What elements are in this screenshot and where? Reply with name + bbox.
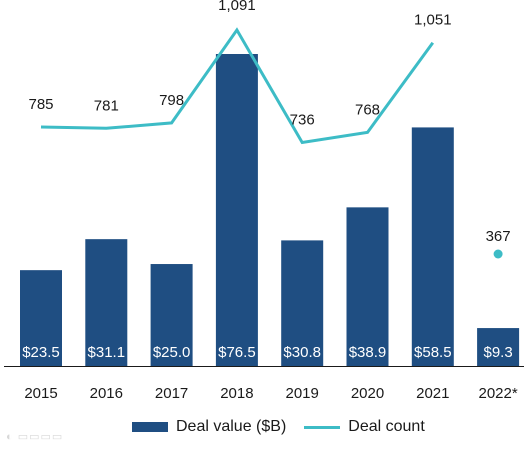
x-tick-label: 2015	[24, 385, 57, 402]
deal-count-label: 798	[159, 92, 184, 109]
legend-bar-swatch	[132, 422, 168, 432]
bar-2015	[20, 270, 62, 366]
bar-2019	[281, 240, 324, 366]
x-tick-label: 2018	[220, 385, 253, 402]
bar-value-label: $76.5	[218, 344, 256, 361]
bar-2022	[477, 328, 520, 366]
bar-value-label: $30.8	[283, 344, 321, 361]
x-tick-label: 2020	[351, 385, 384, 402]
deal-count-point-2022	[493, 249, 503, 259]
bar-2020	[346, 207, 389, 366]
count-labels-layer: 785 781 798 1,091 736 768 1,051 367	[28, 0, 510, 245]
legend-item-deal-count: Deal count	[304, 418, 425, 436]
legend-item-deal-value: Deal value ($B)	[132, 418, 286, 436]
bar-2018	[215, 54, 258, 366]
x-tick-label: 2019	[286, 385, 319, 402]
bar-2016	[85, 239, 128, 366]
deal-count-label: 785	[28, 96, 53, 113]
legend: Deal value ($B) Deal count	[132, 418, 425, 436]
legend-line-swatch	[304, 425, 341, 429]
bar-value-label: $58.5	[414, 344, 452, 361]
bar-labels-layer: $23.5 $31.1 $25.0 $76.5 $30.8 $38.9 $58.5 $9.3	[22, 344, 512, 361]
legend-label-deal-count: Deal count	[348, 418, 425, 435]
x-tick-labels: 2015 2016 2017 2018 2019 2020 2021 2022*	[24, 385, 518, 402]
deal-count-label: 1,091	[218, 0, 256, 14]
legend-label-deal-value: Deal value ($B)	[176, 418, 287, 435]
watermark-logo: ◐ ▭▭▭▭	[6, 431, 64, 443]
x-tick-label: 2022*	[478, 385, 517, 402]
x-tick-label: 2017	[155, 385, 188, 402]
line-layer	[40, 27, 503, 259]
bars-layer	[20, 54, 520, 366]
deal-count-label: 736	[290, 112, 315, 129]
x-tick-label: 2016	[90, 385, 123, 402]
bar-value-label: $31.1	[88, 344, 126, 361]
bar-value-label: $38.9	[349, 344, 387, 361]
deal-count-label: 367	[486, 228, 511, 245]
bar-value-label: $9.3	[483, 344, 512, 361]
bar-value-label: $23.5	[22, 344, 60, 361]
bar-2017	[150, 264, 193, 366]
bar-2021	[411, 127, 454, 366]
deal-count-label: 781	[94, 97, 119, 114]
deal-count-label: 1,051	[414, 12, 452, 29]
deal-count-line	[40, 27, 435, 145]
x-tick-label: 2021	[416, 385, 449, 402]
bar-value-label: $25.0	[153, 344, 191, 361]
deal-count-label: 768	[355, 101, 380, 118]
